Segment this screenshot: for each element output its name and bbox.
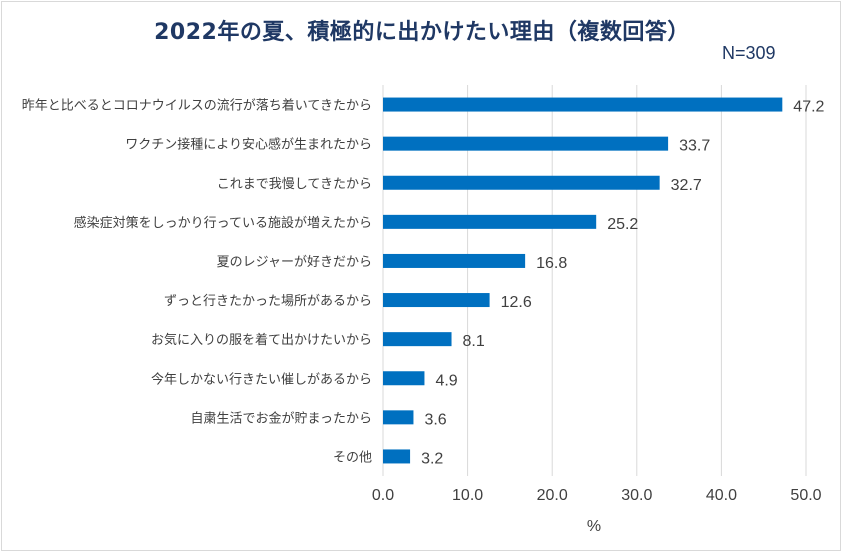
- data-label: 3.2: [421, 450, 443, 467]
- data-label: 32.7: [671, 177, 702, 194]
- x-tick-label: 50.0: [790, 487, 821, 504]
- bar: [383, 332, 452, 347]
- data-label: 12.6: [501, 294, 532, 311]
- category-labels: 昨年と比べるとコロナウイルスの流行が落ち着いてきたからワクチン接種により安心感が…: [22, 98, 372, 466]
- category-label: 夏のレジャーが好きだから: [217, 255, 372, 270]
- x-tick-label: 40.0: [706, 487, 737, 504]
- bar: [383, 253, 526, 268]
- bar: [383, 136, 669, 151]
- sample-size-label: N=309: [722, 43, 776, 63]
- data-label: 47.2: [793, 99, 824, 116]
- value-labels: 47.2 33.7 32.7 25.2 16.8 12.6 8.1 4.9 3.6 3.2: [421, 99, 824, 468]
- bar: [383, 410, 414, 425]
- bar: [383, 371, 425, 386]
- data-label: 16.8: [536, 255, 567, 272]
- category-label: 自粛生活でお金が貯まったから: [191, 410, 372, 426]
- x-tick-label: 20.0: [537, 487, 568, 504]
- category-label: これまで我慢してきたから: [217, 176, 372, 192]
- data-label: 33.7: [679, 138, 710, 155]
- chart-title: 2022年の夏、積極的に出かけたい理由（複数回答）: [154, 20, 690, 45]
- category-label: ワクチン接種により安心感が生まれたから: [125, 137, 372, 153]
- category-label: 昨年と比べるとコロナウイルスの流行が落ち着いてきたから: [22, 98, 372, 114]
- bar: [383, 449, 411, 464]
- category-label: その他: [333, 450, 372, 465]
- bar: [383, 175, 660, 190]
- x-tick-label: 0.0: [372, 487, 394, 504]
- category-label: 今年しかない行きたい催しがあるから: [151, 371, 372, 387]
- bars: [383, 97, 783, 464]
- x-tick-label: 30.0: [621, 487, 652, 504]
- x-tick-labels: 0.0 10.0 20.0 30.0 40.0 50.0: [372, 487, 822, 504]
- category-label: 感染症対策をしっかり行っている施設が増えたから: [74, 215, 372, 231]
- data-label: 8.1: [463, 333, 485, 350]
- bar: [383, 214, 597, 229]
- bar: [383, 97, 783, 112]
- x-axis-unit-label: %: [587, 518, 601, 535]
- data-label: 25.2: [607, 216, 638, 233]
- bar: [383, 293, 490, 308]
- data-label: 3.6: [424, 411, 446, 428]
- category-label: お気に入りの服を着て出かけたいから: [151, 332, 372, 348]
- data-label: 4.9: [435, 372, 457, 389]
- category-label: ずっと行きたかった場所があるから: [164, 294, 372, 309]
- x-tick-label: 10.0: [452, 487, 483, 504]
